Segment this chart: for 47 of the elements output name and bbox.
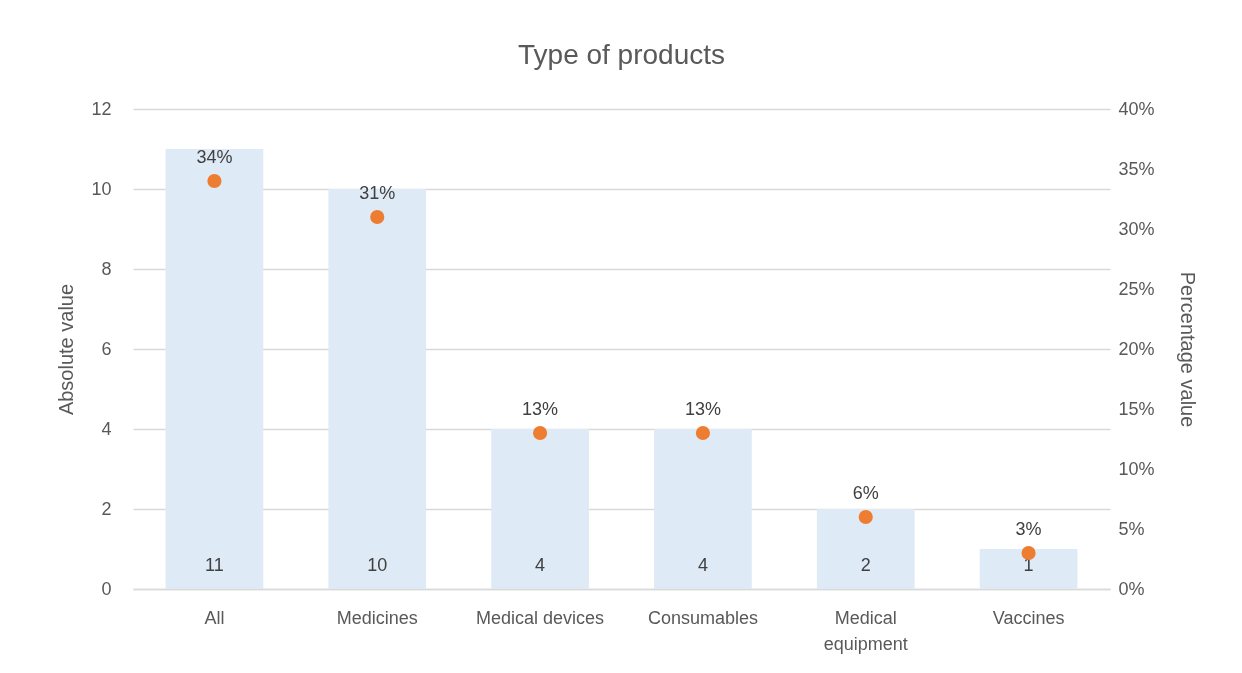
bar [816, 509, 915, 589]
y-tick-label: 12 [91, 98, 112, 119]
bar [979, 549, 1078, 589]
x-tick-label: All [204, 607, 225, 628]
y-tick-label: 10 [91, 178, 112, 199]
x-tick-label: Medical devices [476, 607, 605, 628]
data-label: 10 [367, 555, 388, 575]
data-label: 31% [359, 183, 396, 203]
point [533, 425, 548, 441]
point [370, 209, 385, 225]
y-tick-label: 2 [101, 498, 112, 519]
data-label: 2 [860, 555, 871, 575]
y2-tick-label: 40% [1118, 98, 1155, 119]
point [207, 173, 222, 189]
x-tick-label: Vaccines [992, 607, 1065, 628]
y-tick-label: 0 [101, 578, 112, 599]
y2-axis-title: Percentage value [1176, 271, 1199, 428]
x-tick-label: Consumables [647, 607, 758, 628]
y2-tick-label: 30% [1118, 218, 1155, 239]
y2-tick-label: 20% [1118, 338, 1155, 359]
x-tick-label: Medical equipment [823, 607, 908, 654]
point [858, 509, 873, 525]
y2-tick-label: 10% [1118, 458, 1155, 479]
bar [654, 429, 752, 589]
y2-tick-label: 0% [1118, 578, 1145, 599]
y2-tick-label: 35% [1118, 158, 1155, 179]
data-label: 6% [852, 483, 879, 503]
data-label: 4 [697, 555, 708, 575]
bar [491, 429, 589, 589]
data-label: 11 [205, 555, 224, 575]
data-label: 34% [196, 147, 233, 167]
data-label: 3% [1015, 519, 1042, 539]
y-tick-label: 8 [101, 258, 112, 279]
y-tick-label: 4 [101, 418, 112, 439]
data-label: 13% [684, 399, 721, 419]
y-tick-label: 6 [101, 338, 112, 359]
y2-tick-label: 5% [1118, 518, 1145, 539]
bar [165, 149, 264, 589]
data-label: 4 [535, 555, 546, 575]
chart-title: Type of products [517, 39, 726, 70]
x-tick-label: Medicines [336, 607, 418, 628]
point [695, 425, 710, 441]
point [1021, 545, 1036, 561]
y2-tick-label: 25% [1118, 278, 1155, 299]
y-axis-title: Absolute value [55, 283, 78, 416]
data-label: 13% [522, 399, 559, 419]
y2-tick-label: 15% [1118, 398, 1155, 419]
